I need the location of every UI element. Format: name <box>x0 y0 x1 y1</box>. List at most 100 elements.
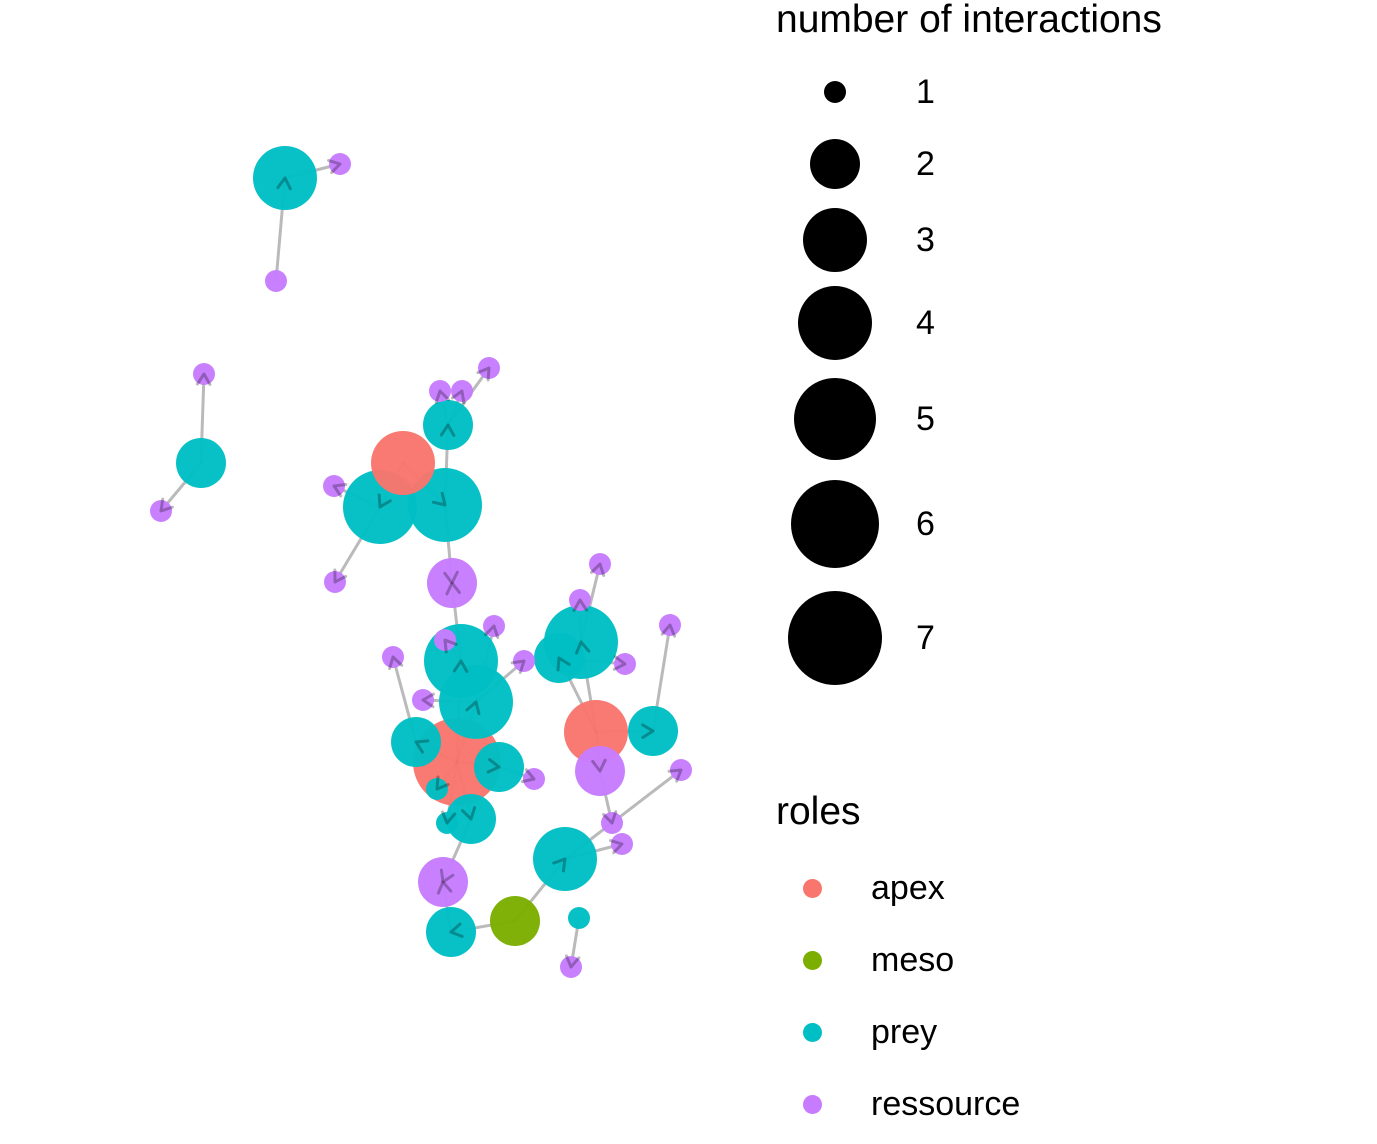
arrowhead-a3-p14 <box>556 656 571 672</box>
arrowhead-p4-r10 <box>443 570 459 585</box>
arrowhead-p16-r24 <box>609 839 624 855</box>
arrowhead-a1-p3 <box>377 493 392 509</box>
arrowhead-a2-p9 <box>486 758 501 774</box>
arrowhead-a3-r17 <box>591 758 607 773</box>
node-ressource-r11 <box>434 629 456 651</box>
node-ressource-r8 <box>451 380 473 402</box>
arrowhead-p2-r3 <box>195 372 212 386</box>
node-prey-p17 <box>426 907 476 957</box>
arrowhead-a2-p7 <box>465 700 481 716</box>
node-apex-a1 <box>371 431 435 495</box>
arrowhead-p6-r11 <box>443 638 458 654</box>
node-prey-p4 <box>408 468 482 542</box>
node-ressource-r19 <box>589 553 611 575</box>
size-key-circle-2 <box>810 139 860 189</box>
node-ressource-r23 <box>670 759 692 781</box>
role-key-label-apex: apex <box>871 869 945 907</box>
size-key-circle-1 <box>824 81 846 103</box>
size-key-label: 2 <box>916 145 935 183</box>
arrowhead-a2-p6 <box>452 659 469 673</box>
role-key-dot-meso <box>802 950 822 970</box>
node-ressource-r16 <box>412 689 434 711</box>
arrowhead-p7-r12 <box>484 624 500 639</box>
arrowhead-p13-r19 <box>589 562 606 577</box>
arrowhead-p7-r13 <box>510 659 526 674</box>
size-key-label: 3 <box>916 221 935 259</box>
arrowhead-p6-r10 <box>445 581 461 596</box>
arrowhead-p16-r23 <box>667 768 683 783</box>
node-ressource-r15 <box>523 768 545 790</box>
node-ressource-r12 <box>483 615 505 637</box>
size-key-circle-5 <box>794 378 876 460</box>
node-prey-p11 <box>426 778 448 800</box>
node-ressource-r21 <box>659 614 681 636</box>
node-prey-p12 <box>436 812 458 834</box>
node-ressource-r18 <box>569 589 591 611</box>
arrowhead-p18-r26 <box>564 954 581 969</box>
arrowhead-p10-r25 <box>439 868 455 884</box>
arrowhead-p14-r20 <box>612 655 627 671</box>
role-key-label-prey: prey <box>871 1013 938 1051</box>
node-ressource-r3 <box>193 363 215 385</box>
arrowhead-p9-r15 <box>520 768 536 784</box>
node-ressource-r14 <box>382 646 404 668</box>
arrowhead-a3-p13 <box>574 640 591 655</box>
node-prey-p18 <box>568 907 590 929</box>
arrowhead-a2-p11 <box>435 775 450 791</box>
arrowhead-p7-r16 <box>421 692 435 709</box>
size-legend-title: number of interactions <box>776 0 1162 41</box>
node-prey-p2 <box>176 438 226 488</box>
nodes-layer <box>150 146 692 978</box>
node-prey-p10 <box>446 794 496 844</box>
node-ressource-r4 <box>150 500 172 522</box>
arrowhead-p5-r7 <box>434 389 450 404</box>
node-ressource-r24 <box>611 833 633 855</box>
role-key-dot-ressource <box>802 1094 822 1114</box>
arrowhead-p15-r21 <box>660 623 677 638</box>
node-apex-a3 <box>564 700 628 764</box>
arrowhead-m1-p16 <box>552 857 567 873</box>
node-ressource-r13 <box>513 650 535 672</box>
node-prey-p15 <box>628 706 678 756</box>
role-key-dot-prey <box>802 1022 822 1042</box>
size-key-label: 5 <box>916 400 935 438</box>
size-key-label: 7 <box>916 619 935 657</box>
node-ressource-r1 <box>329 153 351 175</box>
node-prey-p7 <box>439 665 513 739</box>
arrowhead-r2-p1 <box>276 176 292 191</box>
node-prey-p9 <box>474 742 524 792</box>
size-key-circle-3 <box>803 208 867 272</box>
node-ressource-r6 <box>324 571 346 593</box>
arrowhead-p3-r5 <box>332 483 348 498</box>
size-key-label: 6 <box>916 505 935 543</box>
node-prey-p5 <box>423 400 473 450</box>
node-prey-p16 <box>533 827 597 891</box>
node-ressource-r10 <box>427 558 477 608</box>
arrowhead-p5-r8 <box>450 389 466 405</box>
node-ressource-r17 <box>575 746 625 796</box>
arrowhead-p3-r6 <box>333 568 348 584</box>
arrowhead-a3-p15 <box>641 723 655 739</box>
arrowhead-p5-r9 <box>476 366 491 382</box>
roles-legend-title: roles <box>776 790 861 833</box>
arrowhead-a2-p12 <box>440 810 457 825</box>
node-prey-p14 <box>534 633 584 683</box>
arrowhead-p2-r4 <box>159 497 174 513</box>
node-ressource-r5 <box>323 475 345 497</box>
node-ressource-r9 <box>478 357 500 379</box>
size-key-label: 1 <box>916 73 935 111</box>
role-key-label-meso: meso <box>871 941 955 979</box>
node-prey-p1 <box>253 146 317 210</box>
size-key-circle-6 <box>791 480 879 568</box>
node-ressource-r2 <box>265 270 287 292</box>
arrowhead-a2-p8 <box>414 739 430 754</box>
node-ressource-r22 <box>601 812 623 834</box>
arrowhead-m1-p17 <box>449 922 464 938</box>
role-key-label-ressource: ressource <box>871 1085 1021 1123</box>
size-key-circle-7 <box>788 591 882 685</box>
node-prey-p8 <box>391 717 441 767</box>
arrowhead-a2-p10 <box>460 806 477 821</box>
arrowhead-p8-r14 <box>388 655 404 671</box>
role-key-dot-apex <box>802 878 822 898</box>
